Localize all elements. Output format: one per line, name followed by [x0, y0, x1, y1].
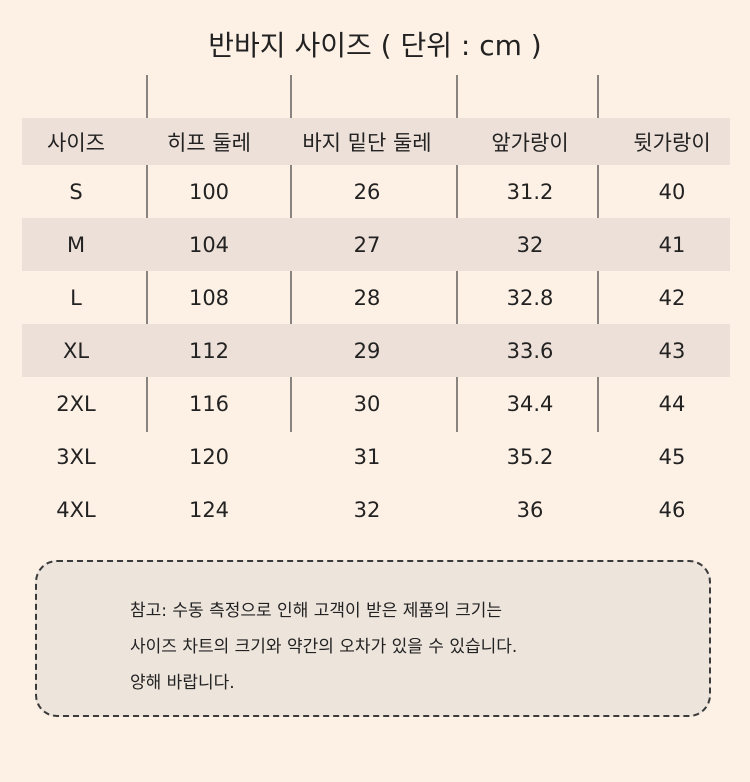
cell-hip: 124: [188, 497, 230, 522]
cell-hem: 29: [353, 338, 381, 363]
table-row: M 104 27 32 41: [22, 218, 730, 271]
table-row: XL 112 29 33.6 43: [22, 324, 730, 377]
cell-front-rise: 32: [516, 232, 544, 257]
cell-size: M: [66, 232, 86, 257]
cell-back-rise: 42: [658, 285, 686, 310]
cell-back-rise: 43: [658, 338, 686, 363]
table-row: 4XL 124 32 36 46: [22, 483, 730, 536]
page-title: 반바지 사이즈 ( 단위 : cm ): [208, 29, 542, 62]
cell-back-rise: 44: [658, 391, 686, 416]
table-row: 2XL 116 30 34.4 44: [22, 377, 730, 430]
note-line: 참고: 수동 측정으로 인해 고객이 받은 제품의 크기는: [130, 601, 502, 621]
cell-size: S: [69, 179, 83, 204]
cell-hip: 112: [188, 338, 230, 363]
cell-size: 2XL: [56, 391, 96, 416]
cell-hem: 31: [353, 444, 381, 469]
cell-front-rise: 35.2: [506, 444, 554, 469]
cell-front-rise: 33.6: [506, 338, 554, 363]
cell-hem: 32: [353, 497, 381, 522]
table-row: L 108 28 32.8 42: [22, 271, 730, 324]
table-row: 3XL 120 31 35.2 45: [22, 430, 730, 483]
cell-hem: 27: [353, 232, 381, 257]
cell-back-rise: 40: [658, 179, 686, 204]
cell-back-rise: 46: [658, 497, 686, 522]
header-front-rise: 앞가랑이: [491, 130, 569, 155]
measurement-note-box: 참고: 수동 측정으로 인해 고객이 받은 제품의 크기는 사이즈 차트의 크기…: [35, 560, 711, 717]
cell-hem: 28: [353, 285, 381, 310]
cell-front-rise: 36: [516, 497, 544, 522]
cell-front-rise: 34.4: [506, 391, 554, 416]
header-hem: 바지 밑단 둘레: [302, 130, 432, 155]
cell-back-rise: 45: [658, 444, 686, 469]
size-table: 사이즈 히프 둘레 바지 밑단 둘레 앞가랑이 뒷가랑이 S 100 26 31…: [22, 118, 730, 536]
table-header-row: 사이즈 히프 둘레 바지 밑단 둘레 앞가랑이 뒷가랑이: [22, 118, 730, 165]
cell-size: 3XL: [56, 444, 96, 469]
note-line: 사이즈 차트의 크기와 약간의 오차가 있을 수 있습니다.: [130, 637, 518, 657]
header-hip: 히프 둘레: [167, 130, 251, 155]
cell-front-rise: 32.8: [506, 285, 554, 310]
cell-back-rise: 41: [658, 232, 686, 257]
cell-hem: 30: [353, 391, 381, 416]
cell-hip: 100: [188, 179, 230, 204]
table-row: S 100 26 31.2 40: [22, 165, 730, 218]
note-line: 양해 바랍니다.: [130, 673, 235, 693]
header-size: 사이즈: [47, 130, 105, 155]
cell-size: 4XL: [56, 497, 96, 522]
cell-hip: 108: [188, 285, 230, 310]
cell-hem: 26: [353, 179, 381, 204]
cell-hip: 116: [188, 391, 230, 416]
cell-hip: 120: [188, 444, 230, 469]
cell-front-rise: 31.2: [506, 179, 554, 204]
cell-size: L: [70, 285, 82, 310]
header-back-rise: 뒷가랑이: [633, 130, 711, 155]
cell-hip: 104: [188, 232, 230, 257]
cell-size: XL: [62, 338, 90, 363]
